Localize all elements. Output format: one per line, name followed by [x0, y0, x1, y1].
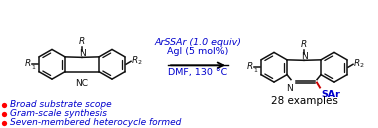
Text: SAr: SAr: [321, 90, 340, 99]
Text: R: R: [79, 37, 85, 46]
Text: 2: 2: [360, 63, 364, 68]
Text: R: R: [132, 56, 138, 65]
Text: 1: 1: [253, 68, 257, 73]
Text: N: N: [287, 84, 293, 93]
Text: ArSSAr (1.0 equiv): ArSSAr (1.0 equiv): [155, 39, 242, 47]
Text: 1: 1: [31, 65, 35, 70]
Text: N: N: [301, 52, 307, 61]
Text: Gram-scale synthesis: Gram-scale synthesis: [10, 109, 107, 118]
Text: R: R: [301, 40, 307, 49]
Text: Seven-membered heterocycle formed: Seven-membered heterocycle formed: [10, 118, 181, 127]
Text: N: N: [79, 49, 85, 58]
Text: NC: NC: [76, 79, 88, 88]
Text: R: R: [247, 62, 253, 71]
Text: 28 examples: 28 examples: [271, 96, 338, 106]
Text: 2: 2: [138, 60, 142, 65]
Text: R: R: [354, 59, 360, 68]
Text: R: R: [25, 59, 31, 68]
Text: AgI (5 mol%): AgI (5 mol%): [167, 47, 229, 56]
Text: DMF, 130 °C: DMF, 130 °C: [168, 68, 228, 77]
Text: Broad substrate scope: Broad substrate scope: [10, 100, 112, 109]
